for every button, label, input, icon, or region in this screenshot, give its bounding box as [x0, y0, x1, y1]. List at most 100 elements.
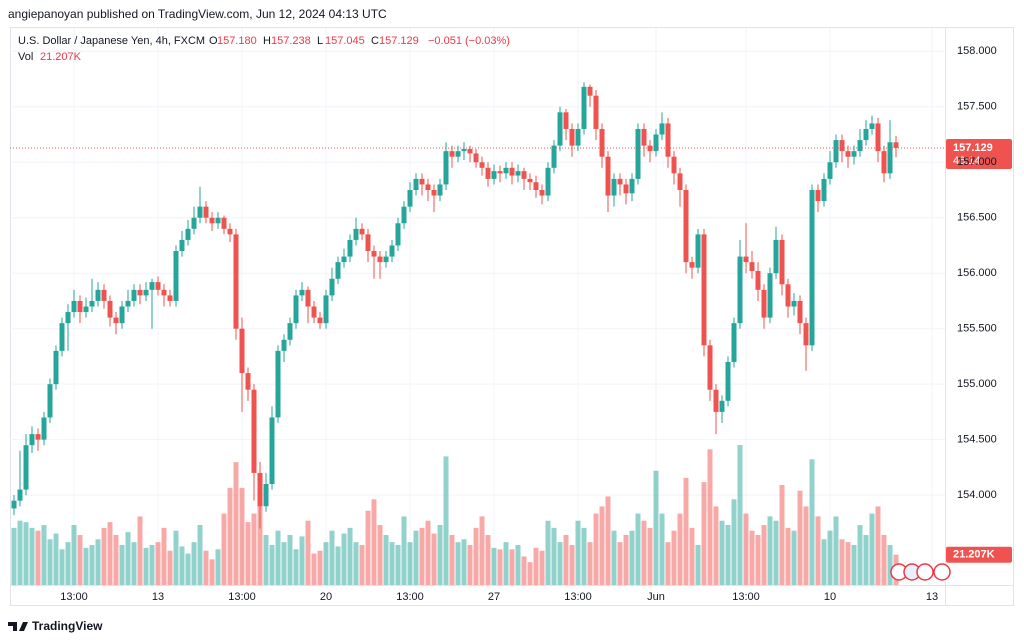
- volume-bar: [749, 530, 755, 585]
- candle-body: [851, 151, 857, 157]
- volume-bar: [857, 525, 863, 585]
- candle-body: [695, 234, 701, 268]
- candle-body: [887, 142, 893, 174]
- candle-body: [221, 217, 227, 229]
- flags: [890, 563, 951, 581]
- candle-body: [245, 373, 251, 390]
- volume-bar: [461, 539, 467, 585]
- price-tag-value: 157.129: [953, 142, 993, 154]
- candle-body: [389, 245, 395, 257]
- candle-body: [833, 140, 839, 163]
- volume-bar: [353, 542, 359, 585]
- candle-body: [881, 151, 887, 174]
- candle-body: [689, 262, 695, 268]
- candle-body: [593, 95, 599, 129]
- volume-bar: [839, 539, 845, 585]
- volume-bar: [35, 530, 41, 585]
- x-tick-label: 13:00: [60, 591, 88, 603]
- candle-body: [629, 178, 635, 194]
- candle-body: [203, 206, 209, 218]
- event-icon[interactable]: [916, 563, 934, 581]
- candle-body: [47, 384, 53, 418]
- candle-body: [209, 217, 215, 224]
- footer-brand: TradingView: [32, 619, 103, 633]
- candle-body: [41, 417, 47, 440]
- candle-body: [17, 489, 23, 501]
- volume-bar: [359, 545, 365, 585]
- candle-body: [815, 189, 821, 202]
- volume-bar: [815, 516, 821, 585]
- candle-body: [395, 223, 401, 246]
- candle-body: [503, 167, 509, 174]
- candle-body: [35, 434, 41, 440]
- volume-bar: [293, 549, 299, 585]
- candle-body: [809, 189, 815, 346]
- candle-body: [53, 350, 59, 385]
- candle-body: [545, 167, 551, 196]
- candle-body: [299, 289, 305, 296]
- volume-tag-value: 21.207K: [953, 549, 995, 561]
- symbol: U.S. Dollar / Japanese Yen, 4h, FXCM: [18, 35, 205, 47]
- candle-body: [743, 256, 749, 263]
- volume-bar: [257, 499, 263, 585]
- volume-bar: [863, 535, 869, 585]
- volume-bar: [659, 513, 665, 585]
- x-tick-label: Jun: [647, 591, 665, 603]
- volume-bar: [755, 535, 761, 585]
- volume-bar: [395, 545, 401, 585]
- volume-bar: [593, 513, 599, 585]
- volume-bar: [599, 506, 605, 585]
- volume-pane: [11, 445, 899, 585]
- candle-body: [737, 256, 743, 324]
- volume-bar: [455, 542, 461, 585]
- candle-body: [149, 282, 155, 290]
- candle-body: [521, 171, 527, 179]
- candle-body: [485, 167, 491, 179]
- volume-bar: [125, 532, 131, 585]
- volume-bar: [725, 525, 731, 585]
- volume-bar: [497, 549, 503, 585]
- volume-bar: [653, 470, 659, 585]
- volume-bar: [41, 525, 47, 585]
- volume-bar: [503, 542, 509, 585]
- candle-body: [167, 295, 173, 301]
- candle-body: [719, 400, 725, 412]
- candle-body: [263, 484, 269, 507]
- volume-bar: [389, 542, 395, 585]
- volume-bar: [347, 527, 353, 585]
- candle-body: [347, 239, 353, 257]
- volume-bar: [401, 516, 407, 585]
- candle-body: [275, 350, 281, 418]
- y-tick-label: 157.500: [957, 101, 997, 113]
- candle-body: [773, 239, 779, 274]
- volume-bar: [107, 522, 113, 585]
- volume-bar: [83, 547, 89, 585]
- legend-key: O: [209, 35, 218, 47]
- volume-bar: [443, 456, 449, 585]
- candle-body: [863, 128, 869, 141]
- grid: [10, 28, 945, 585]
- volume-bar: [431, 533, 437, 585]
- volume-bar: [587, 542, 593, 585]
- candle-body: [287, 323, 293, 340]
- candle-body: [329, 278, 335, 296]
- volume-bar: [797, 490, 803, 585]
- volume-bar: [305, 520, 311, 585]
- legend-value: 157.129: [379, 35, 419, 47]
- y-tick-label: 157.000: [957, 156, 997, 168]
- candle-body: [701, 234, 707, 346]
- candle-body: [317, 317, 323, 324]
- volume-bar: [869, 513, 875, 585]
- y-tick-label: 155.500: [957, 323, 997, 335]
- volume-bar: [791, 530, 797, 585]
- volume-bar: [287, 535, 293, 585]
- volume-bar: [767, 516, 773, 585]
- legend-value: 157.238: [271, 35, 311, 47]
- volume-bar: [335, 546, 341, 585]
- volume-bar: [413, 530, 419, 585]
- event-icon[interactable]: [933, 563, 951, 581]
- volume-bar: [167, 550, 173, 585]
- volume-bar: [317, 550, 323, 585]
- candle-body: [539, 189, 545, 196]
- volume-bar: [77, 535, 83, 585]
